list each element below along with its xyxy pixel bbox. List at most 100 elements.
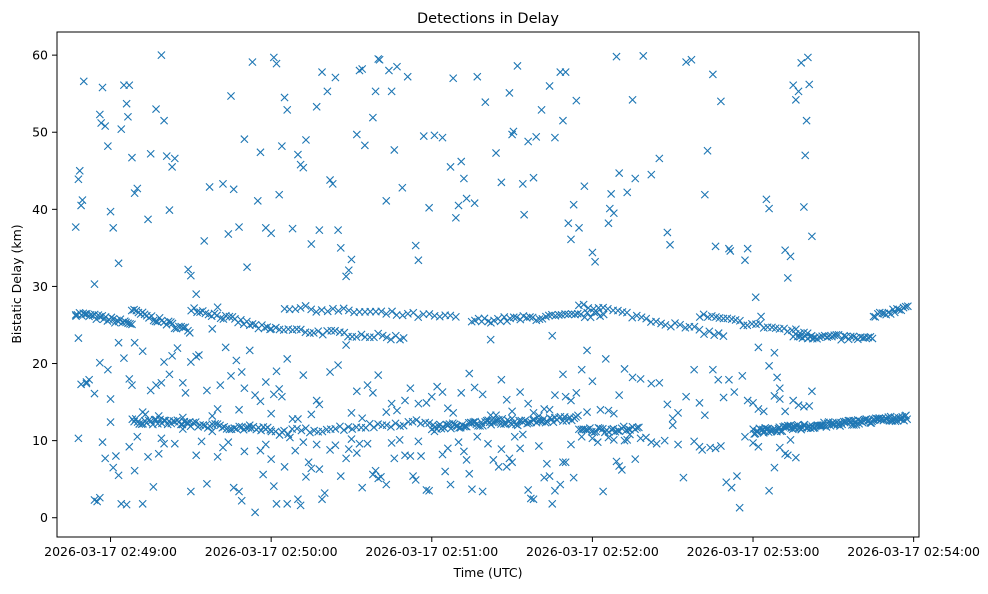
data-point: [459, 422, 468, 431]
data-point: [283, 354, 292, 363]
data-point: [449, 74, 458, 83]
data-point: [561, 458, 570, 467]
data-point: [336, 243, 345, 252]
data-point: [591, 257, 600, 266]
data-point: [165, 370, 174, 379]
data-point: [307, 240, 316, 249]
data-point: [165, 206, 174, 215]
data-point: [216, 314, 225, 323]
data-point: [634, 423, 643, 432]
data-point: [414, 313, 423, 322]
data-point: [358, 65, 367, 73]
data-point: [347, 255, 356, 264]
data-point: [160, 439, 169, 448]
data-point: [544, 311, 553, 320]
data-point: [509, 127, 518, 136]
data-point: [671, 319, 680, 328]
data-point: [422, 398, 431, 407]
data-point: [269, 53, 278, 62]
data-point: [619, 422, 628, 431]
data-point: [583, 408, 592, 417]
data-point: [462, 455, 471, 464]
data-point: [277, 428, 286, 437]
data-point: [525, 313, 534, 322]
data-point: [315, 400, 324, 409]
data-point: [441, 467, 450, 476]
data-point: [368, 388, 377, 397]
data-point: [384, 66, 393, 75]
y-tick-label: 0: [40, 510, 48, 525]
x-tick-label: 2026-03-17 02:53:00: [687, 544, 820, 559]
data-point: [480, 314, 489, 323]
data-point: [561, 310, 570, 319]
data-point: [535, 315, 544, 324]
data-point: [127, 153, 136, 162]
data-point: [318, 427, 327, 436]
data-point: [235, 422, 244, 431]
data-point: [95, 110, 104, 119]
y-tick-label: 10: [32, 433, 48, 448]
data-point: [454, 201, 463, 210]
data-point: [524, 137, 533, 146]
data-point: [230, 424, 239, 433]
data-point: [576, 310, 585, 319]
data-point: [700, 411, 709, 420]
data-point: [492, 149, 501, 158]
data-point: [78, 196, 87, 205]
data-point: [181, 388, 190, 397]
data-point: [805, 80, 814, 89]
data-point: [331, 441, 340, 450]
data-point: [305, 428, 314, 437]
data-point: [130, 189, 139, 198]
data-point: [581, 425, 590, 434]
data-point: [716, 442, 725, 451]
data-point: [90, 389, 99, 398]
data-point: [500, 313, 509, 322]
data-point: [714, 329, 723, 338]
data-point: [82, 379, 91, 388]
data-point: [154, 449, 163, 458]
data-point: [690, 322, 699, 331]
data-point: [623, 188, 632, 197]
data-point: [508, 414, 517, 423]
data-point: [566, 396, 575, 405]
data-point: [344, 422, 353, 431]
data-point: [895, 305, 904, 314]
data-point: [71, 223, 80, 232]
data-point: [639, 51, 648, 60]
data-point: [347, 408, 356, 417]
data-point: [579, 300, 588, 309]
data-point: [164, 317, 173, 326]
data-point: [540, 473, 549, 482]
data-point: [126, 319, 135, 328]
y-axis-label: Bistatic Delay (km): [9, 224, 24, 343]
data-point: [301, 135, 310, 144]
data-point: [318, 495, 327, 504]
data-point: [411, 475, 420, 484]
data-point: [144, 452, 153, 461]
data-point: [218, 179, 227, 188]
y-tick-label: 60: [32, 48, 48, 63]
data-point: [781, 422, 790, 431]
data-point: [240, 135, 249, 144]
data-point: [508, 458, 517, 467]
data-point: [339, 304, 348, 313]
data-point: [261, 440, 270, 449]
data-point: [754, 442, 763, 451]
data-point: [200, 236, 209, 245]
data-point: [738, 371, 747, 380]
data-point: [293, 495, 302, 504]
data-point: [631, 174, 640, 183]
data-point: [550, 486, 559, 495]
data-point: [545, 472, 554, 481]
data-point: [754, 343, 763, 352]
data-point: [138, 499, 147, 508]
data-point: [901, 302, 910, 311]
data-point: [628, 313, 637, 322]
data-point: [435, 312, 444, 321]
data-point: [558, 458, 567, 467]
data-point: [291, 446, 300, 455]
data-point: [138, 347, 147, 356]
data-point: [603, 304, 612, 313]
data-point: [323, 307, 332, 316]
